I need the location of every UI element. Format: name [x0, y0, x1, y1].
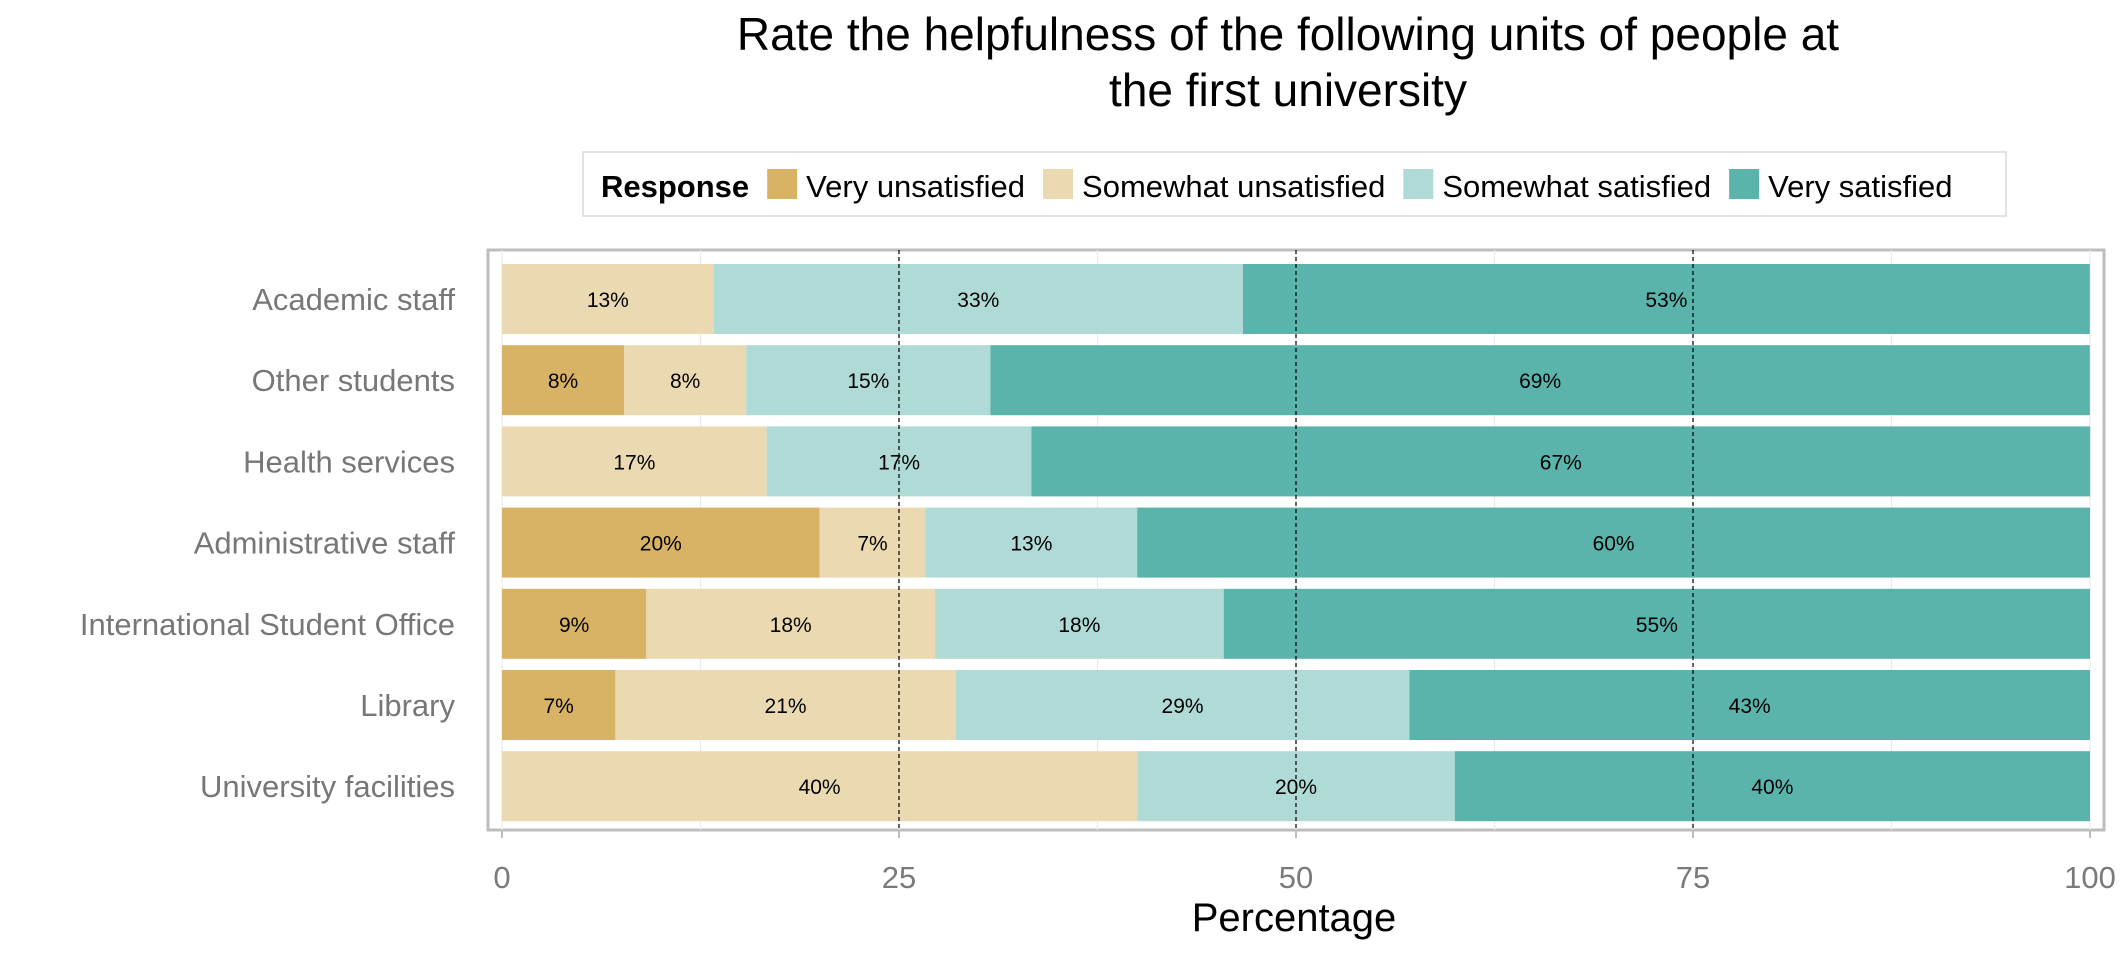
- x-axis-title: Percentage: [1192, 896, 1397, 940]
- bar-segment: [1223, 588, 2090, 659]
- data-label: 18%: [1058, 614, 1100, 637]
- legend-swatch: [1043, 169, 1074, 199]
- data-label: 40%: [799, 776, 841, 799]
- x-tick-label: 50: [1279, 860, 1313, 895]
- x-tick-label: 25: [882, 860, 916, 895]
- data-label: 7%: [857, 533, 887, 556]
- bar-segment: [502, 588, 647, 659]
- data-label: 20%: [1275, 776, 1317, 799]
- bar-segment: [502, 426, 767, 497]
- legend-title: Response: [601, 169, 749, 204]
- x-tick-label: 75: [1676, 860, 1710, 895]
- data-label: 33%: [957, 289, 999, 312]
- data-label: 55%: [1636, 614, 1678, 637]
- bar-segment: [1031, 426, 2091, 497]
- legend-swatch: [767, 169, 798, 199]
- bar-segment: [925, 507, 1138, 578]
- data-label: 8%: [548, 370, 578, 393]
- data-label: 8%: [670, 370, 700, 393]
- category-label: University facilities: [200, 769, 455, 804]
- bar-segment: [1454, 751, 2090, 822]
- data-label: 21%: [765, 695, 807, 718]
- data-label: 13%: [1010, 533, 1052, 556]
- bar-segment: [502, 670, 616, 740]
- legend-box: [582, 151, 2007, 217]
- bar-segment: [819, 507, 926, 578]
- bar-segment: [746, 345, 991, 416]
- data-label: 17%: [613, 451, 655, 474]
- legend-swatch: [1403, 169, 1434, 199]
- bar-segment: [502, 507, 820, 578]
- legend-label: Very satisfied: [1768, 169, 1952, 204]
- category-label: Administrative staff: [194, 526, 456, 561]
- bar-segment: [990, 345, 2090, 416]
- category-label: Other students: [252, 363, 455, 398]
- bar-segment: [1409, 670, 2090, 740]
- data-label: 20%: [640, 533, 682, 556]
- bar-segment: [713, 264, 1243, 334]
- x-tick-label: 0: [493, 860, 510, 895]
- category-label: Academic staff: [252, 282, 455, 317]
- chart-title-line-2: the first university: [1109, 64, 1467, 116]
- data-label: 15%: [847, 370, 889, 393]
- bar-segment: [502, 345, 625, 416]
- chart-title-line-1: Rate the helpfulness of the following un…: [737, 8, 1839, 60]
- category-label: Library: [360, 688, 455, 723]
- data-label: 69%: [1519, 370, 1561, 393]
- legend-label: Somewhat satisfied: [1442, 169, 1711, 204]
- bar-segment: [502, 751, 1138, 822]
- data-label: 53%: [1645, 289, 1687, 312]
- data-label: 18%: [770, 614, 812, 637]
- bar-segment: [502, 264, 714, 334]
- x-tick-label: 100: [2064, 860, 2116, 895]
- data-label: 43%: [1729, 695, 1771, 718]
- legend-label: Somewhat unsatisfied: [1082, 169, 1385, 204]
- data-label: 40%: [1751, 776, 1793, 799]
- bar-segment: [624, 345, 747, 416]
- legend-label: Very unsatisfied: [806, 169, 1025, 204]
- data-label: 9%: [559, 614, 589, 637]
- bar-segment: [646, 588, 936, 659]
- bar-segment: [935, 588, 1224, 659]
- plot-area: 13% 33% 53% Academic staff 8% 8% 15% 69% Other s…: [80, 248, 2116, 895]
- data-label: 13%: [587, 289, 629, 312]
- bar-segment: [955, 670, 1410, 740]
- data-label: 67%: [1540, 451, 1582, 474]
- data-label: 60%: [1593, 533, 1635, 556]
- legend-swatch: [1729, 169, 1760, 199]
- category-label: Health services: [243, 444, 455, 479]
- data-label: 7%: [544, 695, 574, 718]
- data-label: 29%: [1162, 695, 1204, 718]
- legend: Response Very unsatisfied Somewhat unsati…: [582, 151, 2007, 217]
- bar-segment: [1242, 264, 2090, 334]
- category-label: International Student Office: [80, 607, 455, 642]
